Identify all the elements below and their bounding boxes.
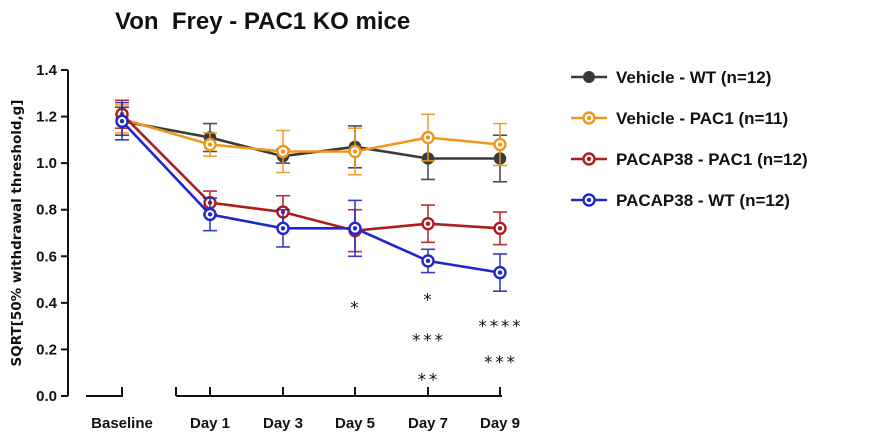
- legend-marker-center: [586, 156, 592, 162]
- legend-label: Vehicle - PAC1 (n=11): [616, 109, 788, 128]
- data-point-center: [425, 221, 431, 226]
- data-point-center: [425, 258, 431, 264]
- y-tick-label: 1.2: [36, 109, 57, 126]
- x-tick-label: Day 1: [190, 415, 230, 432]
- data-point-center: [280, 149, 286, 154]
- significance-annotation: ***: [483, 353, 517, 373]
- significance-annotation: ****: [478, 317, 523, 337]
- data-point-center: [280, 226, 286, 231]
- y-tick-label: 0.4: [36, 295, 58, 312]
- x-tick-label: Day 7: [408, 415, 448, 432]
- data-point-center: [425, 135, 431, 140]
- legend-marker-center: [586, 197, 592, 203]
- significance-annotation: *: [349, 299, 360, 319]
- significance-annotation: ***: [411, 331, 445, 351]
- x-tick-label: Day 3: [263, 415, 303, 432]
- series-0: [115, 106, 507, 183]
- data-point-center: [352, 149, 358, 154]
- y-tick-label: 0.2: [36, 341, 57, 358]
- significance-annotation: **: [417, 371, 439, 391]
- data-point-center: [497, 142, 503, 147]
- legend-marker: [583, 71, 595, 83]
- y-tick-label: 0.0: [36, 388, 57, 405]
- data-point-center: [497, 226, 503, 231]
- y-tick-label: 0.8: [36, 202, 57, 219]
- data-point-center: [119, 119, 125, 124]
- data-point-center: [207, 212, 213, 217]
- legend-item: Vehicle - PAC1 (n=11): [571, 109, 788, 128]
- legend-label: PACAP38 - WT (n=12): [616, 191, 790, 210]
- chart-title: Von Frey - PAC1 KO mice: [115, 8, 410, 35]
- legend-item: PACAP38 - WT (n=12): [571, 191, 790, 210]
- series-1: [115, 104, 507, 176]
- series-line: [121, 120, 501, 274]
- legend-label: PACAP38 - PAC1 (n=12): [616, 150, 808, 169]
- y-axis-label: SQRT[50% withdrawal threshold,g]: [9, 100, 25, 367]
- y-tick-label: 0.6: [36, 248, 57, 265]
- y-tick-label: 1.0: [36, 155, 57, 172]
- x-tick-label: Day 9: [480, 415, 520, 432]
- series-3: [115, 101, 507, 293]
- y-tick-label: 1.4: [36, 62, 58, 79]
- series-line: [121, 113, 501, 233]
- legend-marker-center: [586, 115, 592, 121]
- legend-item: PACAP38 - PAC1 (n=12): [571, 150, 808, 169]
- significance-annotation: *: [422, 290, 433, 310]
- legend-item: Vehicle - WT (n=12): [571, 68, 771, 87]
- data-point-center: [497, 270, 503, 275]
- x-tick-label: Baseline: [91, 415, 153, 432]
- data-point-center: [207, 142, 213, 147]
- x-tick-label: Day 5: [335, 415, 375, 432]
- data-point-center: [352, 226, 358, 231]
- legend-label: Vehicle - WT (n=12): [616, 68, 771, 87]
- series-line: [121, 117, 501, 153]
